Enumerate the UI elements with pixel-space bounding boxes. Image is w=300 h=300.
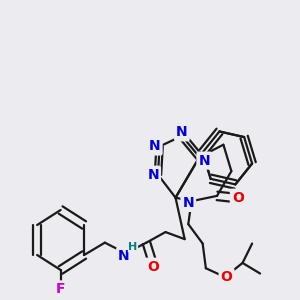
Text: N: N bbox=[176, 125, 188, 140]
Text: H: H bbox=[128, 242, 138, 252]
Text: F: F bbox=[56, 282, 65, 296]
Text: N: N bbox=[198, 154, 210, 168]
Text: N: N bbox=[149, 140, 160, 154]
Text: N: N bbox=[182, 196, 194, 210]
Text: N: N bbox=[118, 249, 130, 263]
Text: O: O bbox=[232, 190, 244, 205]
Text: N: N bbox=[147, 168, 159, 182]
Text: O: O bbox=[221, 270, 232, 284]
Text: O: O bbox=[147, 260, 159, 274]
